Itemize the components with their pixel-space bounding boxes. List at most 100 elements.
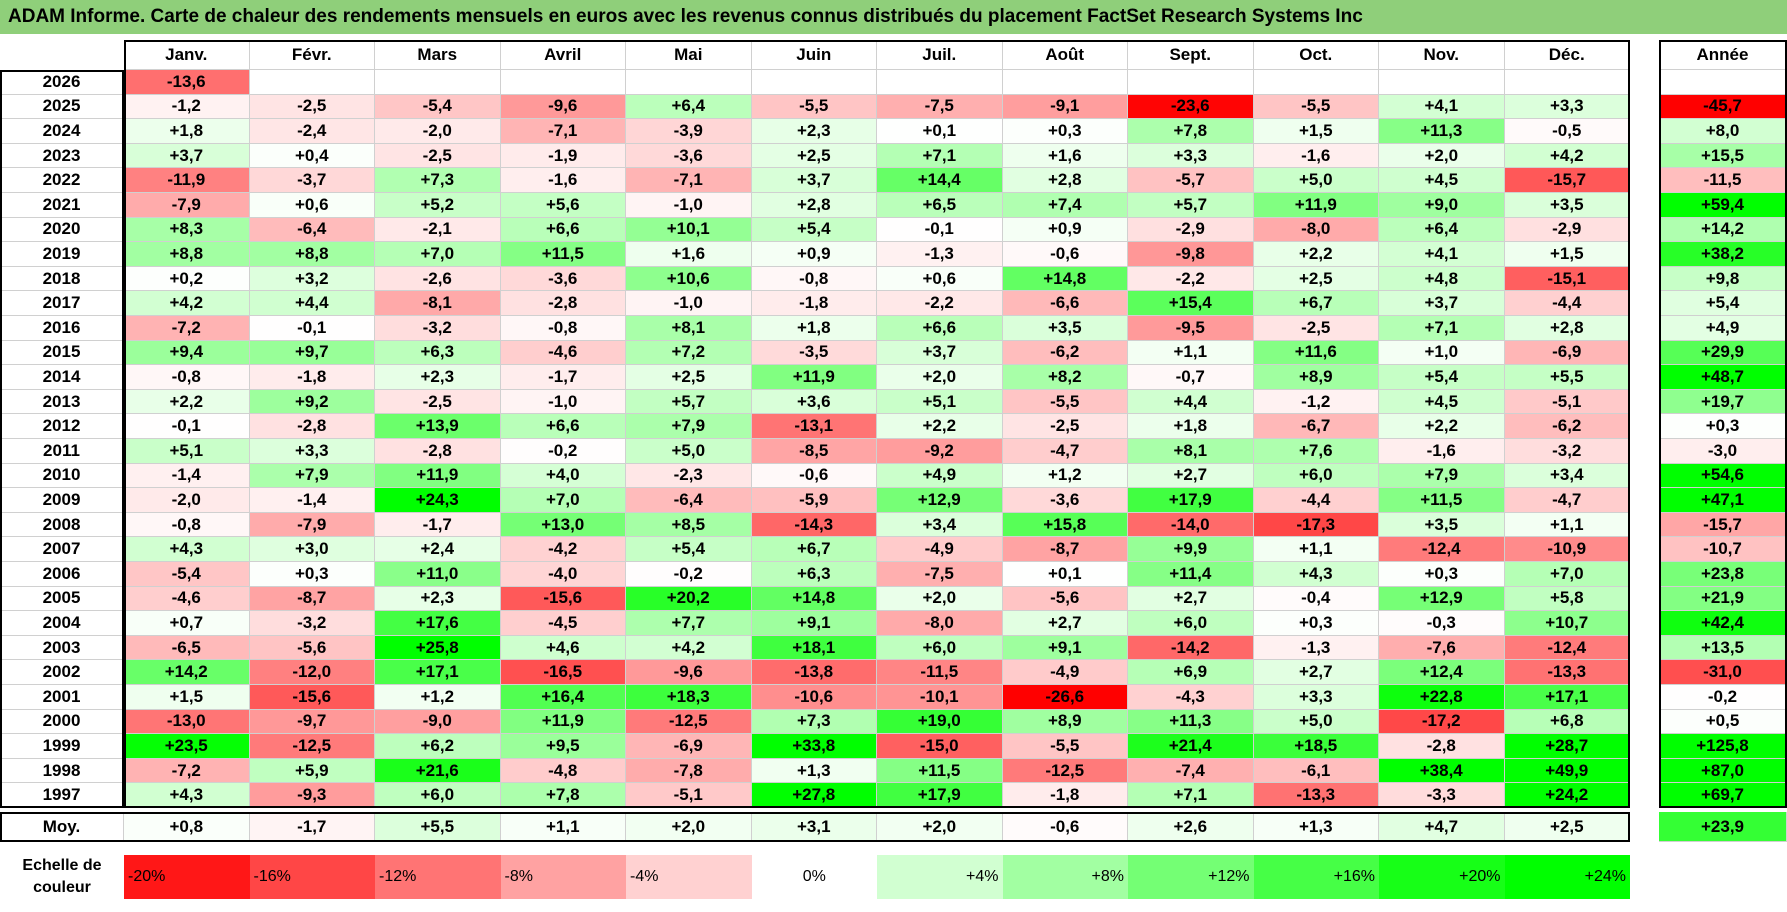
average-cell: -0,6 [1002, 812, 1128, 842]
heatmap-cell: +6,5 [877, 193, 1003, 218]
heatmap-cell: -7,2 [124, 758, 250, 784]
average-cell: -1,7 [249, 812, 375, 842]
heatmap-cell: +18,3 [626, 685, 752, 710]
heatmap-cell: +10,7 [1504, 611, 1630, 636]
annual-cell: -31,0 [1659, 660, 1787, 685]
heatmap-cell: -5,6 [249, 635, 375, 661]
heatmap-cell: +4,4 [249, 291, 375, 316]
year-column-frame [0, 70, 124, 808]
heatmap-cell: +18,1 [751, 635, 877, 661]
annual-cell: -3,0 [1659, 439, 1787, 464]
heatmap-cell: -4,6 [500, 340, 626, 366]
heatmap-cell: +7,3 [375, 168, 501, 193]
heatmap-cell: +2,0 [1379, 143, 1505, 169]
year-label: 1997 [0, 783, 124, 808]
year-label: 2008 [0, 512, 124, 538]
heatmap-cell: +2,7 [1128, 586, 1254, 612]
heatmap-cell: -6,1 [1253, 758, 1379, 784]
heatmap-cell: +6,0 [1253, 463, 1379, 489]
heatmap-cell: -7,6 [1379, 635, 1505, 661]
annual-column-frame [1659, 40, 1787, 808]
heatmap-cell: -4,6 [124, 586, 250, 612]
heatmap-cell: -1,0 [500, 389, 626, 415]
year-label: 2004 [0, 611, 124, 636]
heatmap-cell: +5,8 [1504, 586, 1630, 612]
heatmap-cell: +3,5 [1504, 193, 1630, 218]
year-label: 2001 [0, 685, 124, 710]
average-annual-cell: +23,9 [1659, 812, 1787, 842]
heatmap-cell [1379, 70, 1505, 95]
heatmap-cell: -17,3 [1253, 512, 1379, 538]
heatmap-cell: -1,6 [1379, 439, 1505, 464]
heatmap-cell: -0,6 [1002, 242, 1128, 267]
heatmap-cell: -13,3 [1504, 660, 1630, 685]
heatmap-cell: -7,1 [500, 119, 626, 144]
heatmap-cell: -2,8 [1379, 734, 1505, 759]
heatmap-cell: +10,6 [626, 266, 752, 292]
heatmap-cell: -3,7 [249, 168, 375, 193]
year-label: 1999 [0, 734, 124, 759]
annual-cell: -15,7 [1659, 512, 1787, 538]
heatmap-cell: +8,9 [1002, 709, 1128, 735]
average-cell: +3,1 [751, 812, 877, 842]
legend-swatch: +16% [1253, 855, 1379, 899]
heatmap-cell: -2,8 [375, 439, 501, 464]
heatmap-cell: -7,5 [877, 94, 1003, 120]
heatmap-cell: +10,1 [626, 217, 752, 243]
heatmap-cell: -9,7 [249, 709, 375, 735]
average-cell: +2,0 [626, 812, 752, 842]
heatmap-cell: +4,4 [1128, 389, 1254, 415]
heatmap-cell: +21,6 [375, 758, 501, 784]
heatmap-cell: +6,4 [1379, 217, 1505, 243]
heatmap-cell: +2,7 [1253, 660, 1379, 685]
year-label: 2018 [0, 266, 124, 292]
year-label: 2014 [0, 365, 124, 390]
month-header: Août [1002, 40, 1128, 70]
heatmap-cell: -2,5 [249, 94, 375, 120]
heatmap-cell: +4,2 [626, 635, 752, 661]
legend-label: Echelle de couleur [22, 857, 102, 896]
heatmap-cell: +23,5 [124, 734, 250, 759]
heatmap-cell: -4,4 [1504, 291, 1630, 316]
heatmap-cell: +2,4 [375, 537, 501, 562]
year-label: 2009 [0, 488, 124, 513]
heatmap-cell: +6,4 [626, 94, 752, 120]
heatmap-cell: +1,0 [1379, 340, 1505, 366]
heatmap-cell: +9,0 [1379, 193, 1505, 218]
heatmap-cell: -5,5 [751, 94, 877, 120]
heatmap-cell: +6,9 [1128, 660, 1254, 685]
heatmap-cell: -7,9 [249, 512, 375, 538]
annual-cell [1659, 70, 1787, 95]
heatmap-cell [626, 70, 752, 95]
legend-swatch: -16% [249, 855, 375, 899]
annual-cell: +29,9 [1659, 340, 1787, 366]
heatmap-cell: +7,2 [626, 340, 752, 366]
heatmap-cell: +8,8 [249, 242, 375, 267]
year-label: 2005 [0, 586, 124, 612]
heatmap-cell: -1,2 [124, 94, 250, 120]
heatmap-cell: +3,0 [249, 537, 375, 562]
heatmap-cell: +4,2 [124, 291, 250, 316]
heatmap-cell: +1,1 [1128, 340, 1254, 366]
heatmap-cell: +5,7 [626, 389, 752, 415]
annual-header: Année [1659, 40, 1787, 70]
heatmap-cell [1002, 70, 1128, 95]
heatmap-cell: +5,7 [1128, 193, 1254, 218]
heatmap-cell: -1,8 [1002, 783, 1128, 808]
month-header: Janv. [124, 40, 250, 70]
heatmap-cell: +17,9 [1128, 488, 1254, 513]
heatmap-cell: +2,5 [1253, 266, 1379, 292]
heatmap-cell: +4,5 [1379, 168, 1505, 193]
year-label: 2024 [0, 119, 124, 144]
heatmap-cell: +8,8 [124, 242, 250, 267]
annual-cell: -0,2 [1659, 685, 1787, 710]
heatmap-cell: +0,7 [124, 611, 250, 636]
heatmap-cell: -5,6 [1002, 586, 1128, 612]
heatmap-cell: +2,2 [1379, 414, 1505, 439]
heatmap-cell: +9,4 [124, 340, 250, 366]
heatmap-cell: -6,5 [124, 635, 250, 661]
year-label: 2002 [0, 660, 124, 685]
heatmap-cell: -12,5 [249, 734, 375, 759]
heatmap-cell: +7,0 [375, 242, 501, 267]
heatmap-cell: +2,7 [1002, 611, 1128, 636]
